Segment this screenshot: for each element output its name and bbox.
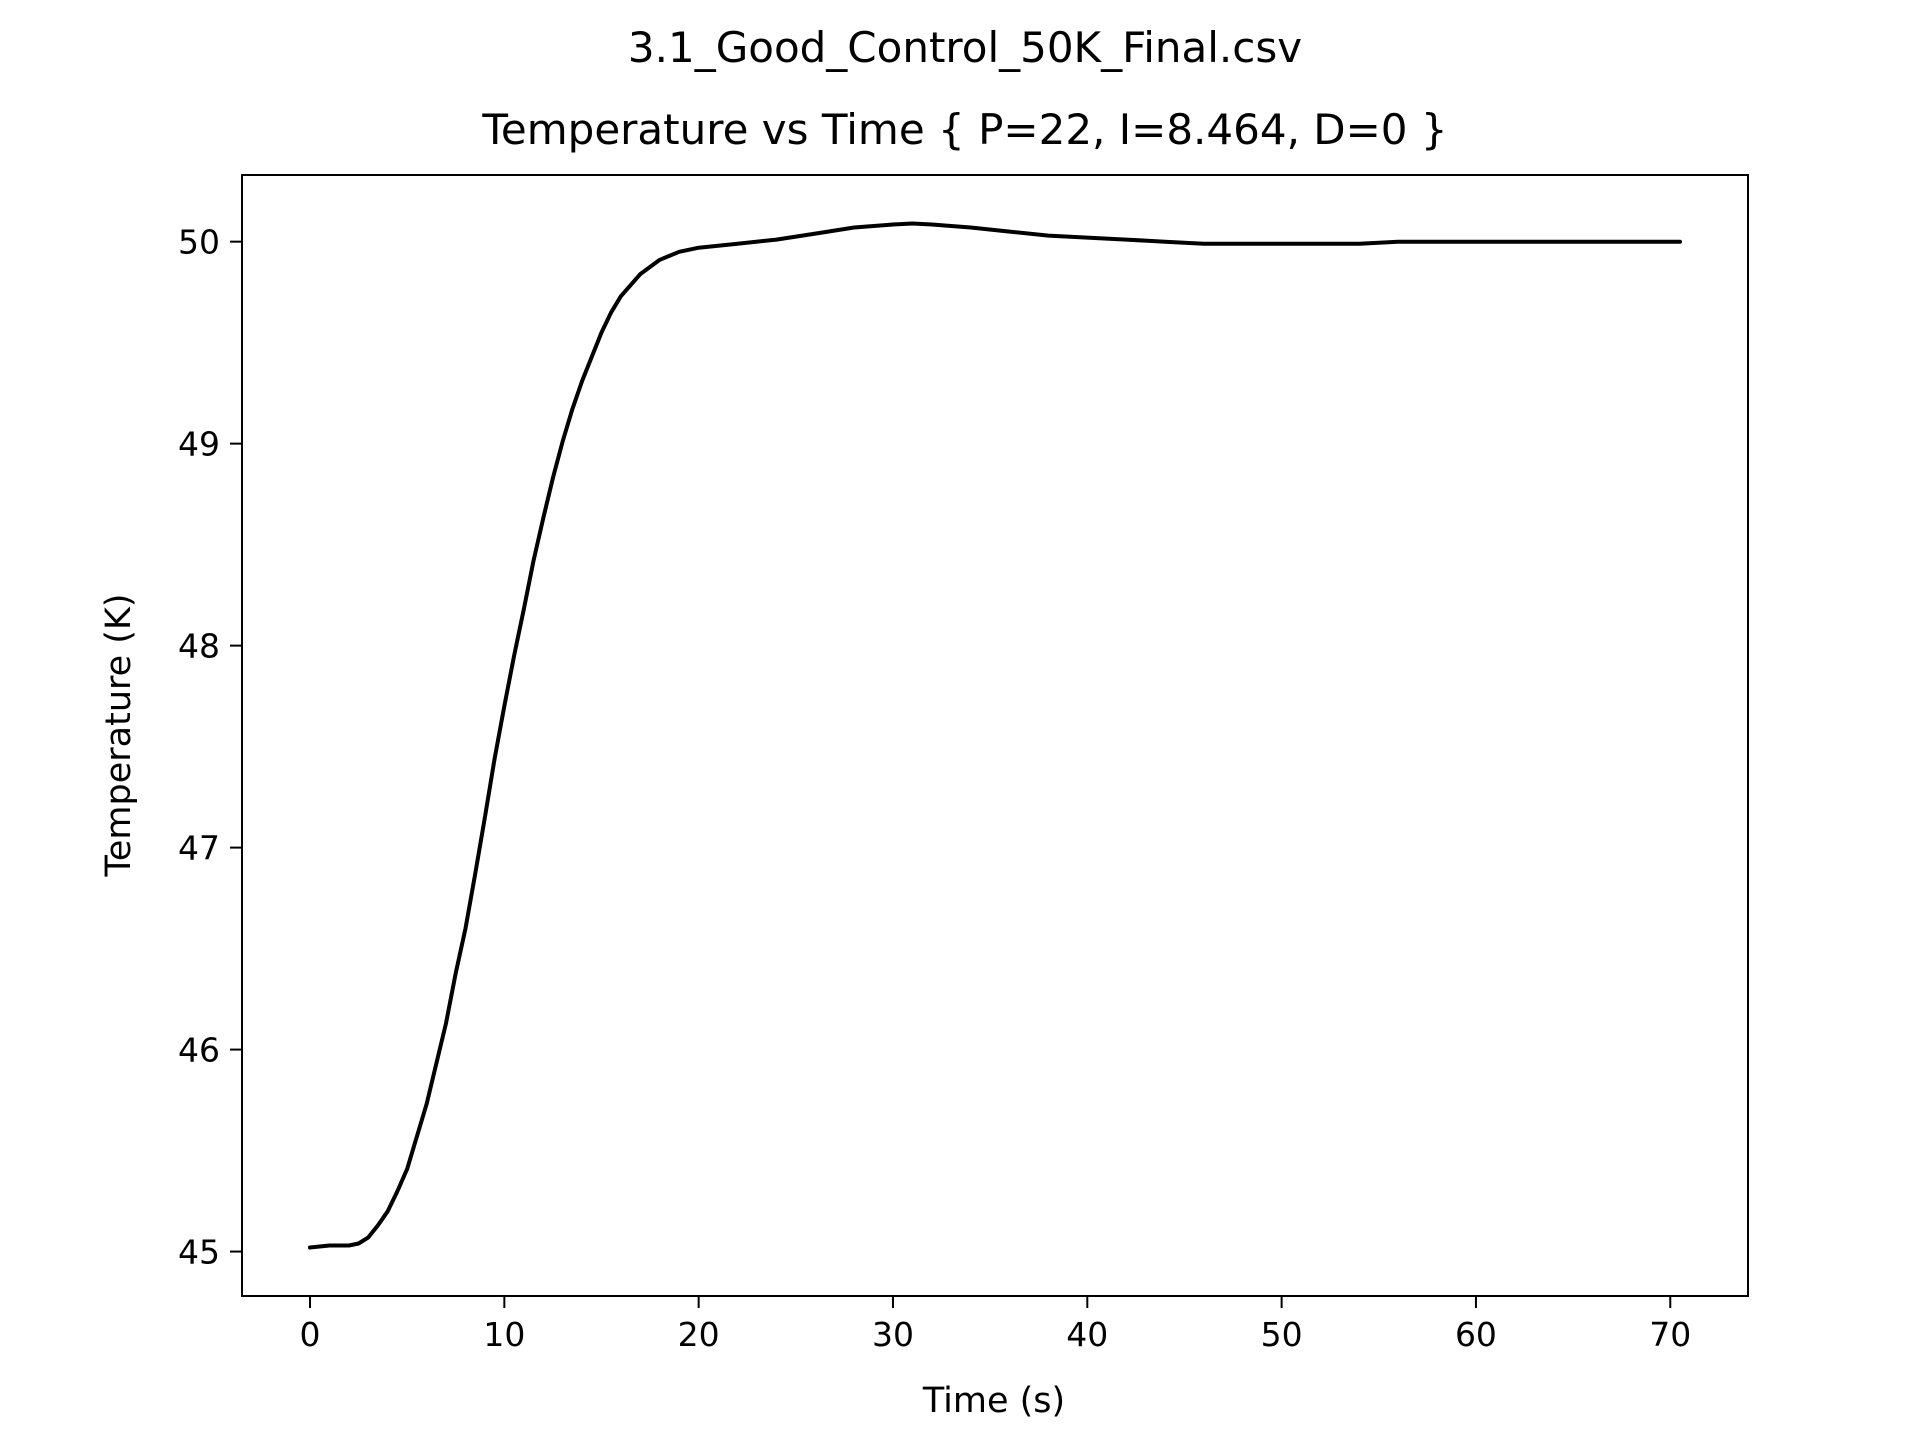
x-axis-ticks: 0 10 20 30 40 50 60 70 [300, 1296, 1691, 1354]
x-tick-label: 50 [1261, 1315, 1303, 1354]
chart-title: Temperature vs Time { P=22, I=8.464, D=0… [481, 105, 1447, 154]
x-tick-label: 20 [678, 1315, 720, 1354]
temperature-series-line [308, 221, 1682, 1250]
y-tick-label: 46 [178, 1031, 220, 1070]
y-axis-label: Temperature (K) [99, 593, 139, 877]
x-tick-label: 40 [1066, 1315, 1108, 1354]
y-tick-label: 49 [178, 425, 220, 464]
y-tick-label: 48 [178, 627, 220, 666]
x-tick-label: 70 [1649, 1315, 1691, 1354]
x-tick-label: 0 [300, 1315, 321, 1354]
axes-frame [241, 174, 1749, 1297]
x-tick-label: 10 [483, 1315, 525, 1354]
x-axis-label: Time (s) [922, 1381, 1065, 1421]
y-tick-label: 50 [178, 223, 220, 262]
y-axis-ticks: 45 46 47 48 49 50 [178, 223, 242, 1272]
y-tick-label: 47 [178, 829, 220, 868]
x-tick-label: 30 [872, 1315, 914, 1354]
plot-area: 0 10 20 30 40 50 60 70 45 46 47 48 49 50 [178, 174, 1749, 1354]
chart-suptitle: 3.1_Good_Control_50K_Final.csv [628, 23, 1302, 72]
x-tick-label: 60 [1455, 1315, 1497, 1354]
y-tick-label: 45 [178, 1233, 220, 1272]
